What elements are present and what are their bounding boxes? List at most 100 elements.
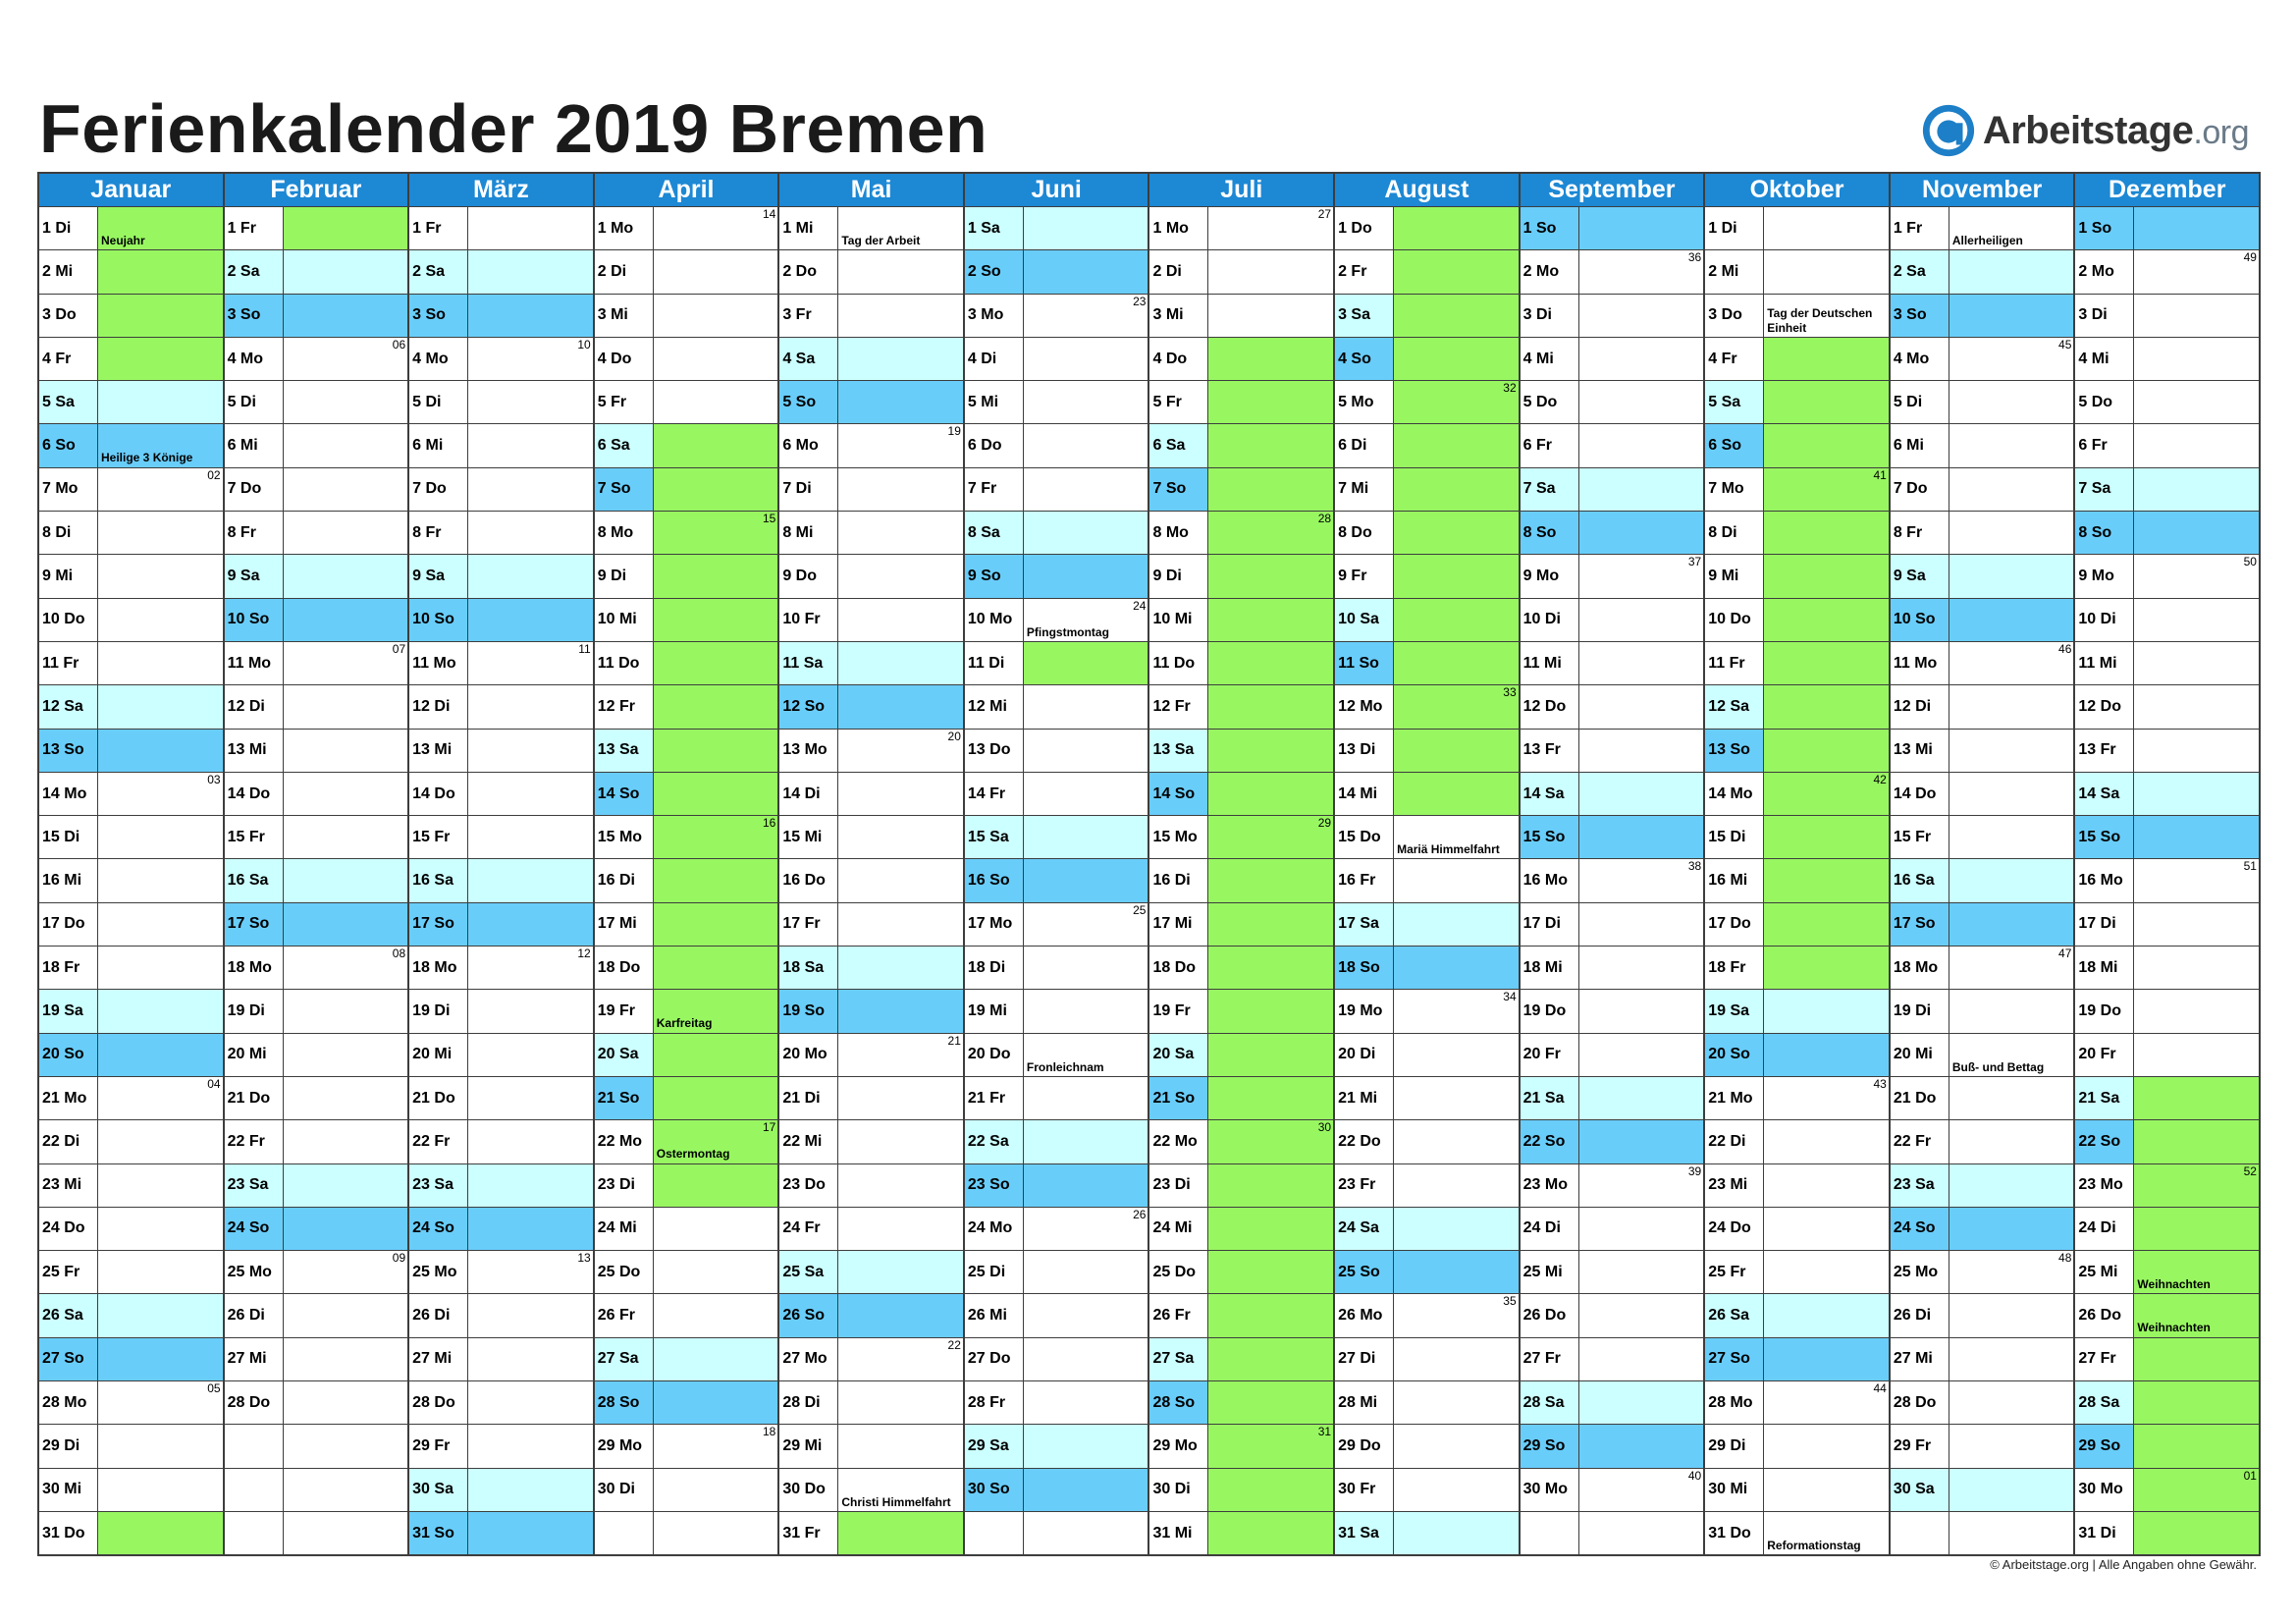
- day-row: 25 Mo 13: [409, 1250, 593, 1294]
- day-label: 18 Mi: [1521, 947, 1579, 990]
- day-cell: [1394, 1164, 1519, 1207]
- day-label: 15 Mo: [1149, 816, 1209, 859]
- day-label: 11 Mo: [225, 641, 284, 685]
- day-row: 18 Sa: [779, 946, 963, 990]
- day-row: 28 Sa: [2075, 1380, 2259, 1425]
- day-row: 2 Di: [1149, 249, 1334, 294]
- day-row: 16 Sa: [224, 858, 408, 902]
- day-label: 14 Mo: [39, 772, 98, 816]
- day-row: 23 Sa: [224, 1163, 408, 1207]
- page-title: Ferienkalender 2019 Bremen: [39, 90, 988, 167]
- day-cell: [653, 1033, 778, 1076]
- day-row: 3 Mo 23: [964, 293, 1148, 337]
- day-label: 4 Mo: [1891, 337, 1949, 381]
- day-row: 6 Do: [964, 423, 1148, 467]
- day-label: 30 Mi: [1705, 1468, 1765, 1511]
- day-label: 24 Mi: [595, 1207, 654, 1251]
- day-label: 22 Fr: [225, 1120, 284, 1163]
- day-row: 27 Sa: [1149, 1336, 1334, 1381]
- day-row: 30 So: [964, 1467, 1148, 1511]
- day-label: 31 Fr: [779, 1511, 839, 1555]
- day-label: 3 Di: [1521, 294, 1579, 337]
- day-label: 18 Mo: [409, 947, 469, 990]
- day-label: 1 Fr: [225, 207, 284, 250]
- day-cell: [2134, 467, 2259, 512]
- day-cell: [98, 1425, 223, 1467]
- day-label: 1 Di: [39, 207, 98, 250]
- day-cell: [654, 381, 778, 423]
- day-row: 7 Do: [1890, 466, 2074, 512]
- day-cell: [1024, 773, 1148, 815]
- day-label: 16 Mi: [1705, 859, 1765, 902]
- day-row: 9 Sa: [1890, 554, 2074, 598]
- day-row: 9 Di: [1149, 554, 1334, 598]
- day-row: 11 Mo 46: [1890, 640, 2074, 685]
- day-row: 26 Di: [1890, 1293, 2074, 1337]
- day-label: 11 So: [1335, 641, 1395, 685]
- day-label: 22 Sa: [964, 1120, 1024, 1163]
- day-row: 18 Mi: [2075, 946, 2259, 990]
- day-row: 13 So: [1705, 728, 1889, 772]
- day-label: 24 Di: [2075, 1207, 2135, 1251]
- day-label: [224, 1511, 284, 1555]
- day-row: 3 So: [224, 293, 408, 337]
- day-label: 6 Mi: [225, 424, 284, 467]
- day-cell: [468, 1381, 593, 1424]
- day-cell: 10: [468, 338, 593, 380]
- month-column: April 1 Mo 14 2 Di 3 Mi 4 Do 5 Fr 6 Sa 7 So 8 Mo 1…: [592, 172, 778, 1555]
- day-label: 7 So: [1149, 467, 1209, 512]
- day-row: 1 Mo 27: [1149, 206, 1334, 250]
- day-row: [224, 1424, 408, 1468]
- day-label: 15 So: [1520, 816, 1579, 859]
- day-cell: [838, 990, 963, 1033]
- day-row: 4 Fr: [1705, 336, 1889, 381]
- day-label: 19 Mi: [965, 990, 1024, 1033]
- day-cell: [1764, 641, 1889, 685]
- day-cell: [1024, 685, 1148, 728]
- day-label: 6 Sa: [594, 424, 654, 467]
- day-label: 21 Mi: [1335, 1076, 1395, 1120]
- day-cell: [2134, 338, 2259, 380]
- day-label: 6 Fr: [1521, 424, 1579, 467]
- day-label: 11 Sa: [779, 641, 839, 685]
- day-row: 20 Mi: [409, 1032, 593, 1076]
- day-label: 9 Di: [1149, 555, 1209, 598]
- day-label: 12 Sa: [1705, 685, 1765, 729]
- day-label: 1 Mo: [1149, 207, 1209, 250]
- day-row: 7 Mi: [1335, 466, 1519, 512]
- day-cell: [1394, 512, 1519, 555]
- day-cell: [1949, 381, 2074, 423]
- day-row: 25 Fr: [1705, 1250, 1889, 1294]
- day-cell: [98, 599, 223, 641]
- day-label: 3 Do: [1705, 294, 1765, 337]
- day-row: 5 Di: [1890, 380, 2074, 424]
- day-cell: [98, 642, 223, 684]
- month-column: Januar 1 Di Neujahr 2 Mi 3 Do 4 Fr 5 Sa 6 So Hei…: [37, 172, 223, 1555]
- day-cell: [838, 641, 963, 685]
- day-row: 10 Mi: [594, 597, 778, 641]
- day-row: 31 Di: [2075, 1510, 2259, 1555]
- day-cell: [1578, 1076, 1704, 1120]
- week-number: 07: [392, 641, 406, 656]
- day-label: 3 So: [409, 294, 469, 337]
- day-row: 4 Sa: [779, 336, 963, 381]
- day-row: 22 Sa: [964, 1119, 1148, 1163]
- day-cell: [284, 1120, 408, 1163]
- logo-domain: .org: [2193, 114, 2249, 151]
- week-number: 48: [2058, 1251, 2072, 1266]
- day-cell: [1024, 730, 1148, 772]
- month-header: März: [409, 172, 593, 206]
- day-row: 8 Mi: [779, 511, 963, 555]
- day-row: 11 So: [1335, 640, 1519, 685]
- day-cell: [1394, 294, 1519, 337]
- day-row: 14 Do: [409, 771, 593, 816]
- day-label: 27 Mi: [409, 1337, 469, 1381]
- day-label: 28 Mi: [1335, 1381, 1395, 1425]
- holiday-name: Pfingstmontag: [1026, 624, 1109, 639]
- arbeitstage-logo[interactable]: Arbeitstage.org: [1920, 100, 2249, 161]
- day-cell: 50: [2134, 555, 2259, 597]
- day-row: 16 Sa: [1890, 858, 2074, 902]
- day-row: 30 Sa: [409, 1467, 593, 1511]
- day-label: 3 So: [1890, 294, 1949, 337]
- day-cell: [653, 598, 778, 641]
